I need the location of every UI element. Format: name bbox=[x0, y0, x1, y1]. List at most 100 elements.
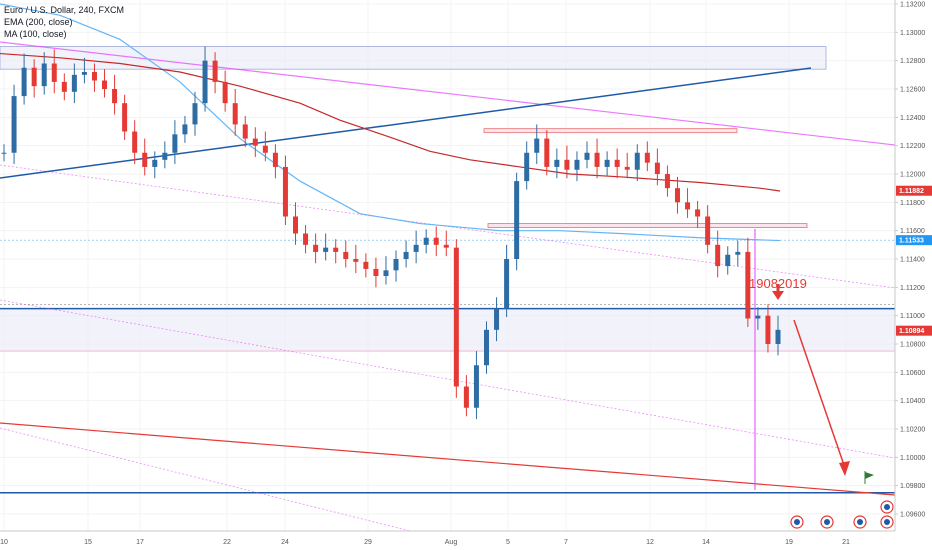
candle bbox=[453, 247, 459, 387]
price-axis: 1.13200 1.13000 1.12800 1.12600 1.12400 1.122… bbox=[894, 0, 932, 550]
candle bbox=[102, 80, 108, 89]
price-tick-label: 1.10000 bbox=[900, 455, 925, 462]
candle bbox=[483, 329, 489, 366]
time-tick-label: 12 bbox=[646, 539, 654, 546]
candle bbox=[473, 365, 479, 408]
forecast-arrow bbox=[772, 284, 874, 484]
candle bbox=[112, 89, 118, 104]
candle bbox=[644, 152, 650, 163]
candle bbox=[71, 74, 77, 92]
candle bbox=[413, 244, 419, 252]
candle bbox=[313, 244, 319, 252]
candle bbox=[463, 386, 469, 408]
candle bbox=[574, 159, 580, 170]
candle bbox=[51, 63, 57, 82]
price-badge-label: 1.11533 bbox=[899, 238, 924, 245]
candle bbox=[564, 159, 570, 170]
date-annotation: 19082019 bbox=[749, 276, 807, 291]
downtrend-channel-low bbox=[0, 299, 896, 459]
downtrend-channel-bottom bbox=[0, 427, 411, 532]
candle bbox=[202, 60, 208, 104]
resistance-zone-top bbox=[0, 46, 827, 70]
time-tick-label: 17 bbox=[136, 539, 144, 546]
time-tick-label: 21 bbox=[842, 539, 850, 546]
candle bbox=[423, 237, 429, 245]
price-tick-label: 1.09800 bbox=[900, 483, 925, 490]
support-zone bbox=[0, 308, 895, 352]
candle bbox=[142, 152, 148, 167]
forecast-arrowhead bbox=[839, 461, 850, 476]
time-axis: 10 15 17 22 24 29 Aug 5 7 12 14 19 21 bbox=[0, 530, 932, 550]
candle bbox=[41, 63, 47, 87]
candle bbox=[152, 159, 158, 167]
price-tick-label: 1.12800 bbox=[900, 58, 925, 65]
candle bbox=[272, 152, 278, 167]
candle bbox=[624, 166, 630, 170]
time-axis-bg bbox=[0, 531, 932, 550]
resistance-zone-low bbox=[487, 223, 808, 228]
price-tick-label: 1.10200 bbox=[900, 427, 925, 434]
candle bbox=[222, 81, 228, 104]
candle bbox=[534, 138, 540, 153]
candle bbox=[604, 159, 610, 167]
time-tick-label: Aug bbox=[445, 539, 458, 546]
candle bbox=[81, 72, 87, 75]
candles bbox=[1, 46, 781, 420]
candle bbox=[383, 270, 389, 276]
ma-100-line bbox=[0, 3, 781, 242]
price-tick-label: 1.11000 bbox=[900, 313, 925, 320]
candle bbox=[282, 166, 288, 217]
legend-ema: EMA (200, close) bbox=[4, 17, 73, 27]
candle bbox=[735, 251, 741, 255]
price-tick-label: 1.11200 bbox=[900, 285, 925, 292]
price-tick-label: 1.11800 bbox=[900, 200, 925, 207]
event-flag-dot bbox=[824, 519, 830, 525]
candle bbox=[765, 315, 771, 344]
event-flag-dot bbox=[794, 519, 800, 525]
candle bbox=[695, 209, 701, 217]
price-tick-label: 1.10600 bbox=[900, 370, 925, 377]
time-tick-label: 5 bbox=[506, 539, 510, 546]
price-tick-label: 1.09600 bbox=[900, 512, 925, 519]
candle bbox=[333, 247, 339, 252]
price-tick-label: 1.11600 bbox=[900, 228, 925, 235]
candle bbox=[212, 60, 218, 82]
candle bbox=[162, 152, 168, 160]
price-tick-label: 1.13200 bbox=[900, 2, 925, 9]
time-tick-label: 14 bbox=[702, 539, 710, 546]
candle bbox=[91, 72, 97, 81]
legend-symbol: Euro / U.S. Dollar, 240, FXCM bbox=[4, 5, 125, 15]
flag-icon bbox=[865, 472, 874, 479]
resistance-zone-mid bbox=[483, 128, 738, 134]
chart-legend: Euro / U.S. Dollar, 240, FXCM EMA (200, … bbox=[4, 4, 124, 40]
price-badge-label: 1.10894 bbox=[899, 328, 924, 335]
legend-ma: MA (100, close) bbox=[4, 29, 67, 39]
candle bbox=[443, 244, 449, 248]
candle bbox=[132, 131, 138, 153]
candle bbox=[232, 103, 238, 125]
candle bbox=[293, 216, 299, 234]
candle bbox=[353, 259, 359, 262]
candle bbox=[61, 81, 67, 92]
candle bbox=[614, 159, 620, 167]
candle bbox=[685, 202, 691, 210]
price-badge bbox=[896, 185, 932, 196]
event-flag-dot bbox=[884, 504, 890, 510]
candle bbox=[715, 244, 721, 267]
time-tick-label: 19 bbox=[785, 539, 793, 546]
price-tick-label: 1.12200 bbox=[900, 143, 925, 150]
candle bbox=[755, 315, 761, 319]
price-axis-bg bbox=[895, 0, 932, 550]
candle bbox=[745, 251, 751, 319]
trendlines bbox=[0, 3, 896, 532]
candle bbox=[634, 152, 640, 170]
candle bbox=[252, 138, 258, 146]
candle bbox=[21, 67, 27, 97]
price-badge bbox=[896, 235, 932, 246]
candle bbox=[393, 259, 399, 271]
candle bbox=[11, 96, 17, 153]
downtrend-channel-top bbox=[0, 41, 896, 146]
forecast-line bbox=[793, 319, 846, 469]
